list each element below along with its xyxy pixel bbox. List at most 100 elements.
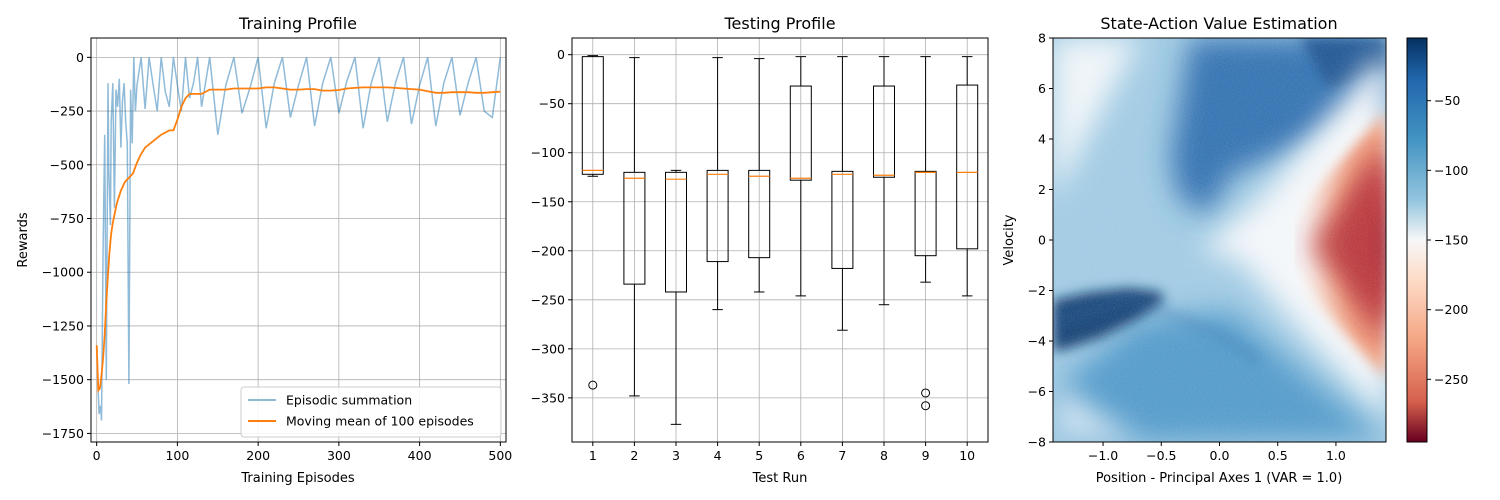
legend-box	[240, 386, 502, 438]
y-tick-label: −8	[1028, 435, 1046, 450]
colorbar: −50 −100 −150 −200 −250	[1406, 37, 1468, 443]
y-tick-label: −250	[50, 104, 84, 119]
x-tick-label: 0	[93, 448, 101, 463]
colorbar-tick-label: −250	[1434, 372, 1468, 387]
training-x-label: Training Episodes	[240, 471, 354, 486]
x-tick-label: 400	[408, 448, 432, 463]
box-iqr	[748, 169, 771, 259]
box-run-8	[873, 56, 895, 306]
training-grid	[91, 38, 506, 442]
testing-axes-frame	[571, 37, 989, 443]
box-outlier	[588, 380, 598, 390]
colorbar-tick-label: −200	[1434, 302, 1468, 317]
y-tick-label: −200	[531, 243, 565, 258]
box-iqr	[956, 84, 979, 250]
y-tick-label: 0	[557, 47, 565, 62]
y-tick-label: 8	[1038, 31, 1046, 46]
testing-profile-chart: 1 2 3 4 5 6 7 8 9 100−50−100−150−200−250−300−350 …	[531, 14, 989, 486]
heatmap-title: State-Action Value Estimation	[1100, 14, 1337, 33]
x-tick-label: 1	[589, 448, 597, 463]
series-episodic-summation-line	[95, 57, 502, 421]
y-tick-label: 2	[1038, 182, 1046, 197]
training-title: Training Profile	[238, 14, 357, 33]
legend-label-moving-mean: Moving mean of 100 episodes	[286, 414, 474, 429]
heatmap-image	[1053, 38, 1386, 442]
colorbar-tick-label: −50	[1434, 93, 1460, 108]
x-tick-label: −0.5	[1146, 448, 1176, 463]
x-tick-label: 5	[755, 448, 763, 463]
box-run-9	[914, 56, 937, 411]
x-tick-label: 6	[797, 448, 805, 463]
box-run-2	[623, 57, 646, 397]
training-y-label: Rewards	[16, 212, 31, 267]
y-tick-label: 0	[76, 50, 84, 65]
training-legend: Episodic summation Moving mean of 100 ep…	[240, 386, 502, 438]
y-tick-label: −150	[531, 194, 565, 209]
heatmap-tick-labels: −1.0 −0.5 0.0 0.5 1.0 −8 −6 −4 −2 0 2 4 6 8	[1028, 31, 1346, 464]
y-tick-label: −350	[531, 390, 565, 405]
box-iqr	[789, 85, 812, 181]
box-run-4	[706, 57, 729, 311]
y-tick-label: −100	[531, 145, 565, 160]
y-tick-label: 4	[1038, 132, 1046, 147]
box-iqr	[831, 170, 854, 269]
training-tick-labels: 0 100 200 300 400 500 0 −250 −500 −750 −1000 −1250 −…	[42, 50, 513, 463]
training-axes-frame	[90, 37, 507, 443]
y-tick-label: −50	[539, 96, 565, 111]
x-tick-label: 9	[922, 448, 930, 463]
box-run-10	[956, 56, 979, 297]
box-outlier	[921, 388, 931, 398]
series-moving-mean-line	[95, 86, 501, 393]
x-tick-label: 0.0	[1210, 448, 1230, 463]
legend-label-episodic: Episodic summation	[286, 393, 412, 408]
y-tick-label: −250	[531, 292, 565, 307]
colorbar-tick-label: −150	[1434, 233, 1468, 248]
testing-x-label: Test Run	[752, 471, 808, 486]
y-tick-label: −1250	[42, 318, 84, 333]
box-iqr	[581, 56, 604, 175]
box-run-5	[748, 58, 771, 293]
x-tick-label: 3	[672, 448, 680, 463]
box-iqr	[706, 169, 729, 263]
box-run-7	[831, 56, 854, 331]
box-run-3	[665, 169, 687, 425]
x-tick-label: 200	[246, 448, 270, 463]
y-tick-label: −1000	[42, 265, 84, 280]
testing-boxes	[581, 55, 979, 425]
colorbar-tick-label: −100	[1434, 163, 1468, 178]
box-outlier	[921, 401, 931, 411]
y-tick-label: −500	[50, 157, 84, 172]
box-iqr	[665, 171, 687, 293]
box-iqr	[623, 171, 646, 285]
y-tick-label: 0	[1038, 233, 1046, 248]
box-iqr	[873, 85, 895, 178]
x-tick-label: 2	[630, 448, 638, 463]
testing-tick-labels: 1 2 3 4 5 6 7 8 9 10 0 −50 −100 −150 −200 −250 −300 −350	[531, 47, 976, 463]
value-heatmap-chart: −1.0 −0.5 0.0 0.5 1.0 −8 −6 −4 −2 0 2 4 6 8 State-Act…	[1002, 14, 1468, 486]
box-run-1	[581, 55, 604, 390]
x-tick-label: 8	[880, 448, 888, 463]
y-tick-label: 6	[1038, 81, 1046, 96]
y-tick-label: −2	[1028, 283, 1046, 298]
x-tick-label: 1.0	[1326, 448, 1346, 463]
box-iqr	[914, 170, 937, 257]
y-tick-label: −4	[1028, 334, 1046, 349]
y-tick-label: −300	[531, 341, 565, 356]
x-tick-label: 100	[165, 448, 189, 463]
training-profile-chart: 0 100 200 300 400 500 0 −250 −500 −750 −1000 −1250 −…	[16, 14, 512, 486]
testing-title: Testing Profile	[723, 14, 835, 33]
heatmap-x-label: Position - Principal Axes 1 (VAR = 1.0)	[1096, 471, 1343, 486]
x-tick-label: 7	[838, 448, 846, 463]
y-tick-label: −6	[1028, 384, 1046, 399]
box-run-6	[789, 56, 812, 297]
x-tick-label: 10	[959, 448, 975, 463]
x-tick-label: 0.5	[1268, 448, 1288, 463]
x-tick-label: −1.0	[1088, 448, 1118, 463]
x-tick-label: 4	[714, 448, 722, 463]
colorbar-tick-labels: −50 −100 −150 −200 −250	[1427, 93, 1468, 387]
heatmap-y-label: Velocity	[1002, 214, 1017, 265]
y-tick-label: −1500	[42, 372, 84, 387]
y-tick-label: −750	[50, 211, 84, 226]
colorbar-gradient	[1407, 38, 1427, 442]
